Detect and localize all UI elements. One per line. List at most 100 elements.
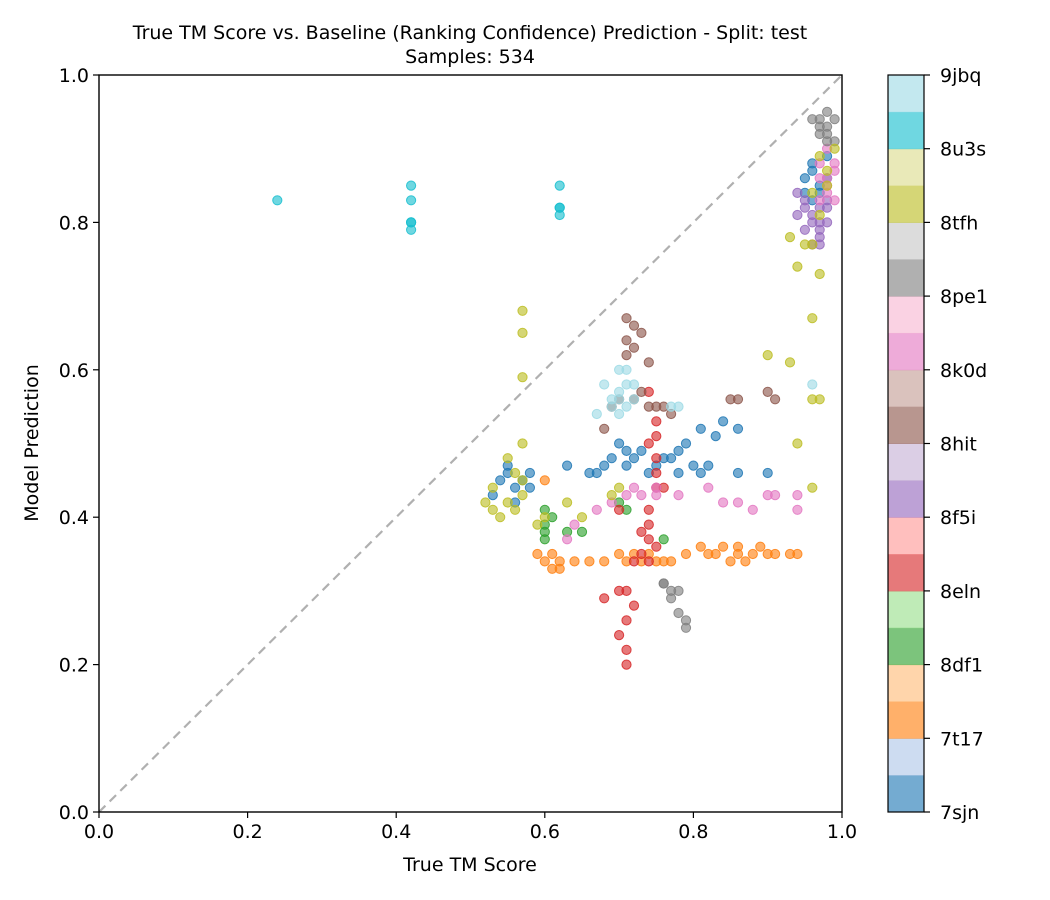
data-point-8k0d [718, 497, 729, 508]
data-point-8k0d [636, 490, 647, 501]
data-point-7sjn [495, 475, 506, 486]
colorbar-segment [888, 332, 924, 371]
data-point-7sjn [599, 460, 610, 471]
colorbar-tick-label: 8u3s [940, 139, 986, 161]
data-point-7t17 [710, 548, 721, 560]
data-point-8k0d [628, 482, 640, 493]
data-point-7sjn [688, 460, 699, 471]
data-point-8k0d [651, 490, 662, 501]
x-ticks: 0.0 0.2 0.4 0.6 0.8 1.0 [84, 812, 857, 843]
colorbar-ticks: 7sjn 7t17 8df1 8eln 8f5i 8hit 8k0d 8pe1 8tfh 8u3s… [924, 65, 988, 824]
data-point-7t17 [547, 548, 558, 560]
data-point-8u3s [614, 482, 625, 493]
data-point-8u3s [517, 438, 528, 449]
data-point-8eln [643, 438, 654, 449]
data-point-8f5i [799, 224, 811, 235]
data-point-7t17 [680, 548, 692, 560]
data-point-7t17 [614, 548, 625, 560]
data-point-7sjn [628, 453, 640, 464]
data-point-9jbq-light [614, 386, 625, 397]
data-point-7sjn [621, 460, 632, 471]
data-point-8k0d [829, 158, 840, 169]
data-point-8hit [621, 313, 632, 324]
data-point-8u3s [509, 467, 521, 479]
data-point-7sjn [673, 467, 684, 479]
colorbar-segment [888, 259, 924, 297]
y-tick-label: 0.8 [59, 212, 89, 234]
data-point-9jbq [406, 224, 417, 235]
y-tick-label: 0.0 [59, 802, 89, 824]
data-point-8u3s [532, 519, 543, 530]
data-point-9jbq-light [621, 364, 632, 375]
data-point-7t17 [725, 556, 736, 567]
data-point-8k0d [814, 195, 825, 206]
data-point-7t17 [740, 556, 751, 567]
y-tick-label: 1.0 [59, 65, 89, 87]
colorbar-segment [888, 554, 924, 592]
data-point-8f5i [822, 202, 833, 213]
data-point-8hit [732, 394, 744, 405]
colorbar-segment [888, 75, 924, 113]
data-point-8u3s [822, 165, 833, 176]
data-point-9jbq-light [606, 401, 617, 412]
data-point-8tfh [666, 593, 677, 604]
data-point-7t17 [666, 556, 677, 567]
data-point-8u3s [487, 482, 498, 493]
data-point-7sjn [591, 467, 602, 479]
data-point-9jbq-light [628, 379, 640, 390]
y-tick-label: 0.2 [59, 655, 89, 677]
data-point-8eln [628, 556, 640, 567]
data-point-8hit [599, 423, 610, 434]
data-point-8u3s [762, 350, 773, 361]
data-point-7sjn [673, 445, 684, 456]
x-tick-label: 0.8 [678, 821, 708, 843]
data-point-8tfh [673, 585, 684, 597]
data-point-8u3s [807, 187, 818, 198]
data-point-8f5i [814, 232, 825, 243]
data-point-7sjn [524, 482, 536, 493]
data-point-8eln [621, 585, 632, 597]
data-point-8eln [636, 548, 647, 560]
data-point-8eln [643, 519, 654, 530]
data-point-8eln [614, 504, 625, 515]
data-point-7sjn [614, 438, 625, 449]
data-point-8eln [636, 526, 647, 538]
data-point-8eln [651, 541, 662, 552]
data-point-8hit [636, 327, 647, 338]
data-point-8hit [628, 320, 640, 331]
data-point-7sjn [509, 482, 521, 493]
x-axis: 0.0 0.2 0.4 0.6 0.8 1.0 True TM Score [84, 812, 857, 876]
colorbar-tick-label: 7sjn [940, 802, 979, 824]
data-point-8u3s [509, 504, 521, 515]
data-point-8tfh [829, 114, 840, 125]
data-point-8tfh [822, 106, 833, 118]
data-point-7t17 [532, 548, 543, 560]
data-point-8u3s [502, 497, 513, 508]
y-axis: 0.0 0.2 0.4 0.6 0.8 1.0 Model Prediction [21, 65, 99, 824]
data-point-8k0d [814, 173, 825, 184]
data-point-8df1 [539, 534, 550, 545]
data-point-7t17 [770, 548, 781, 560]
colorbar-tick-label: 7t17 [940, 728, 984, 750]
data-point-7sjn [695, 467, 706, 479]
colorbar-tick-label: 8k0d [940, 360, 987, 382]
data-point-8f5i [792, 187, 803, 198]
data-point-7t17 [732, 541, 744, 552]
data-point-9jbq [554, 209, 565, 221]
data-point-8df1 [658, 534, 669, 545]
colorbar-segment [888, 111, 924, 150]
data-point-8k0d [591, 504, 602, 515]
data-point-8eln [628, 600, 640, 611]
data-point-9jbq [554, 180, 565, 191]
data-point-7sjn [621, 445, 632, 456]
data-point-8u3s [517, 490, 528, 501]
data-point-7sjn [762, 467, 773, 479]
data-point-8u3s [562, 497, 573, 508]
colorbar-tick-label: 8hit [940, 434, 977, 456]
data-point-8eln [621, 615, 632, 626]
data-point-7t17 [599, 556, 610, 567]
data-point-7sjn [807, 165, 818, 176]
data-point-8u3s [792, 438, 803, 449]
data-point-8k0d [732, 497, 744, 508]
data-point-8hit [636, 386, 647, 397]
